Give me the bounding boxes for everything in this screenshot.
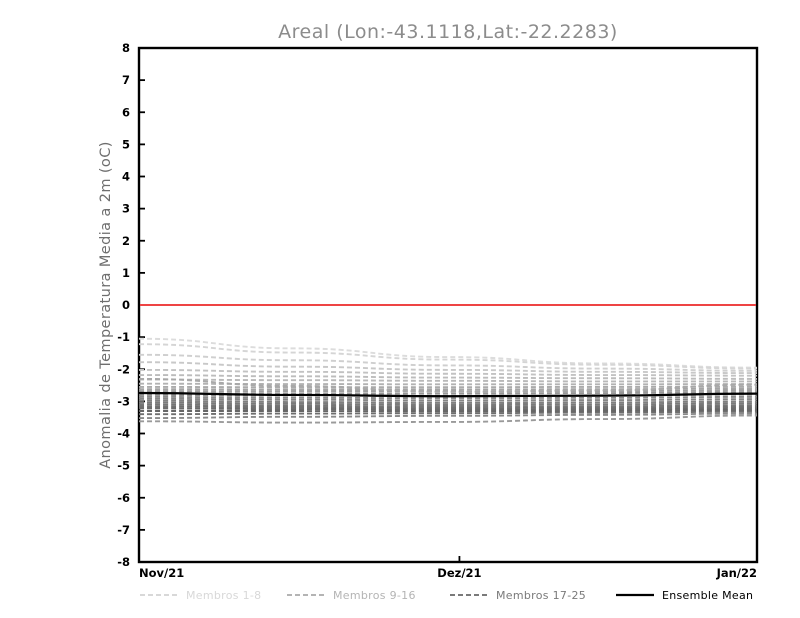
chart-title-group: Areal (Lon:-43.1118,Lat:-22.2283) (278, 21, 618, 43)
legend-label: Membros 1-8 (186, 589, 261, 602)
y-tick-label: 2 (122, 234, 130, 248)
legend-label: Membros 17-25 (496, 589, 586, 602)
ensemble-member-line (139, 389, 757, 393)
ensemble-member-line (139, 385, 757, 389)
ensemble-member-line (139, 399, 757, 404)
ensemble-member-line (139, 361, 757, 375)
ensemble-member-line (139, 395, 757, 400)
ensemble-member-line (139, 353, 757, 372)
y-tick-label: 6 (122, 105, 130, 119)
ensemble-member-line (139, 412, 757, 420)
ensemble-member-line (139, 410, 757, 416)
ensemble-member-line (139, 343, 757, 370)
legend-label: Membros 9-16 (333, 589, 416, 602)
plot-area: 8 7 6 5 4 3 2 1 0 -1 -2 -3 -4 -5 -6 -7 -8 Nov/21 Dez/21 Jan… (117, 41, 759, 580)
y-tick-label: 1 (122, 266, 130, 280)
y-tick-label: 4 (122, 170, 130, 184)
ensemble-member-line (139, 397, 757, 402)
y-tick-label: -7 (117, 523, 130, 537)
y-tick-label: 7 (122, 73, 130, 87)
legend-label: Ensemble Mean (662, 589, 753, 602)
y-tick-label: -1 (117, 330, 130, 344)
ensemble-member-line (139, 368, 757, 377)
ensemble-member-line (139, 405, 757, 410)
y-axis-label: Anomalia de Temperatura Media a 2m (oC) (98, 141, 114, 469)
ensemble-member-line (139, 387, 757, 391)
y-tick-label: 8 (122, 41, 130, 55)
series-group (139, 337, 757, 424)
ensemble-member-line (139, 374, 757, 380)
y-tick-label: 0 (122, 298, 130, 312)
y-tick-label: -4 (117, 427, 130, 441)
y-tick-label: 3 (122, 202, 130, 216)
y-tick-label: -3 (117, 394, 130, 408)
ensemble-member-line (139, 377, 757, 393)
y-axis-label-group: Anomalia de Temperatura Media a 2m (oC) (98, 141, 114, 469)
ensemble-member-line (139, 378, 757, 383)
y-tick-label: -6 (117, 491, 130, 505)
chart-title: Areal (Lon:-43.1118,Lat:-22.2283) (278, 21, 618, 43)
y-tick-label: -8 (117, 555, 130, 569)
ensemble-member-line (139, 401, 757, 406)
y-tick-label: 5 (122, 137, 130, 151)
ensemble-member-line (139, 407, 757, 411)
ensemble-member-line (139, 409, 757, 413)
ensemble-member-line (139, 403, 757, 408)
y-tick-label: -5 (117, 459, 130, 473)
x-tick-label: Nov/21 (139, 566, 184, 580)
ensemble-member-line (139, 414, 757, 424)
x-tick-label: Jan/22 (716, 566, 757, 580)
chart-legend: Membros 1-8 Membros 9-16 Membros 17-25 Ense… (140, 589, 753, 602)
y-tick-label: -2 (117, 362, 130, 376)
x-tick-label: Dez/21 (437, 566, 481, 580)
ensemble-mean-line (139, 391, 757, 398)
